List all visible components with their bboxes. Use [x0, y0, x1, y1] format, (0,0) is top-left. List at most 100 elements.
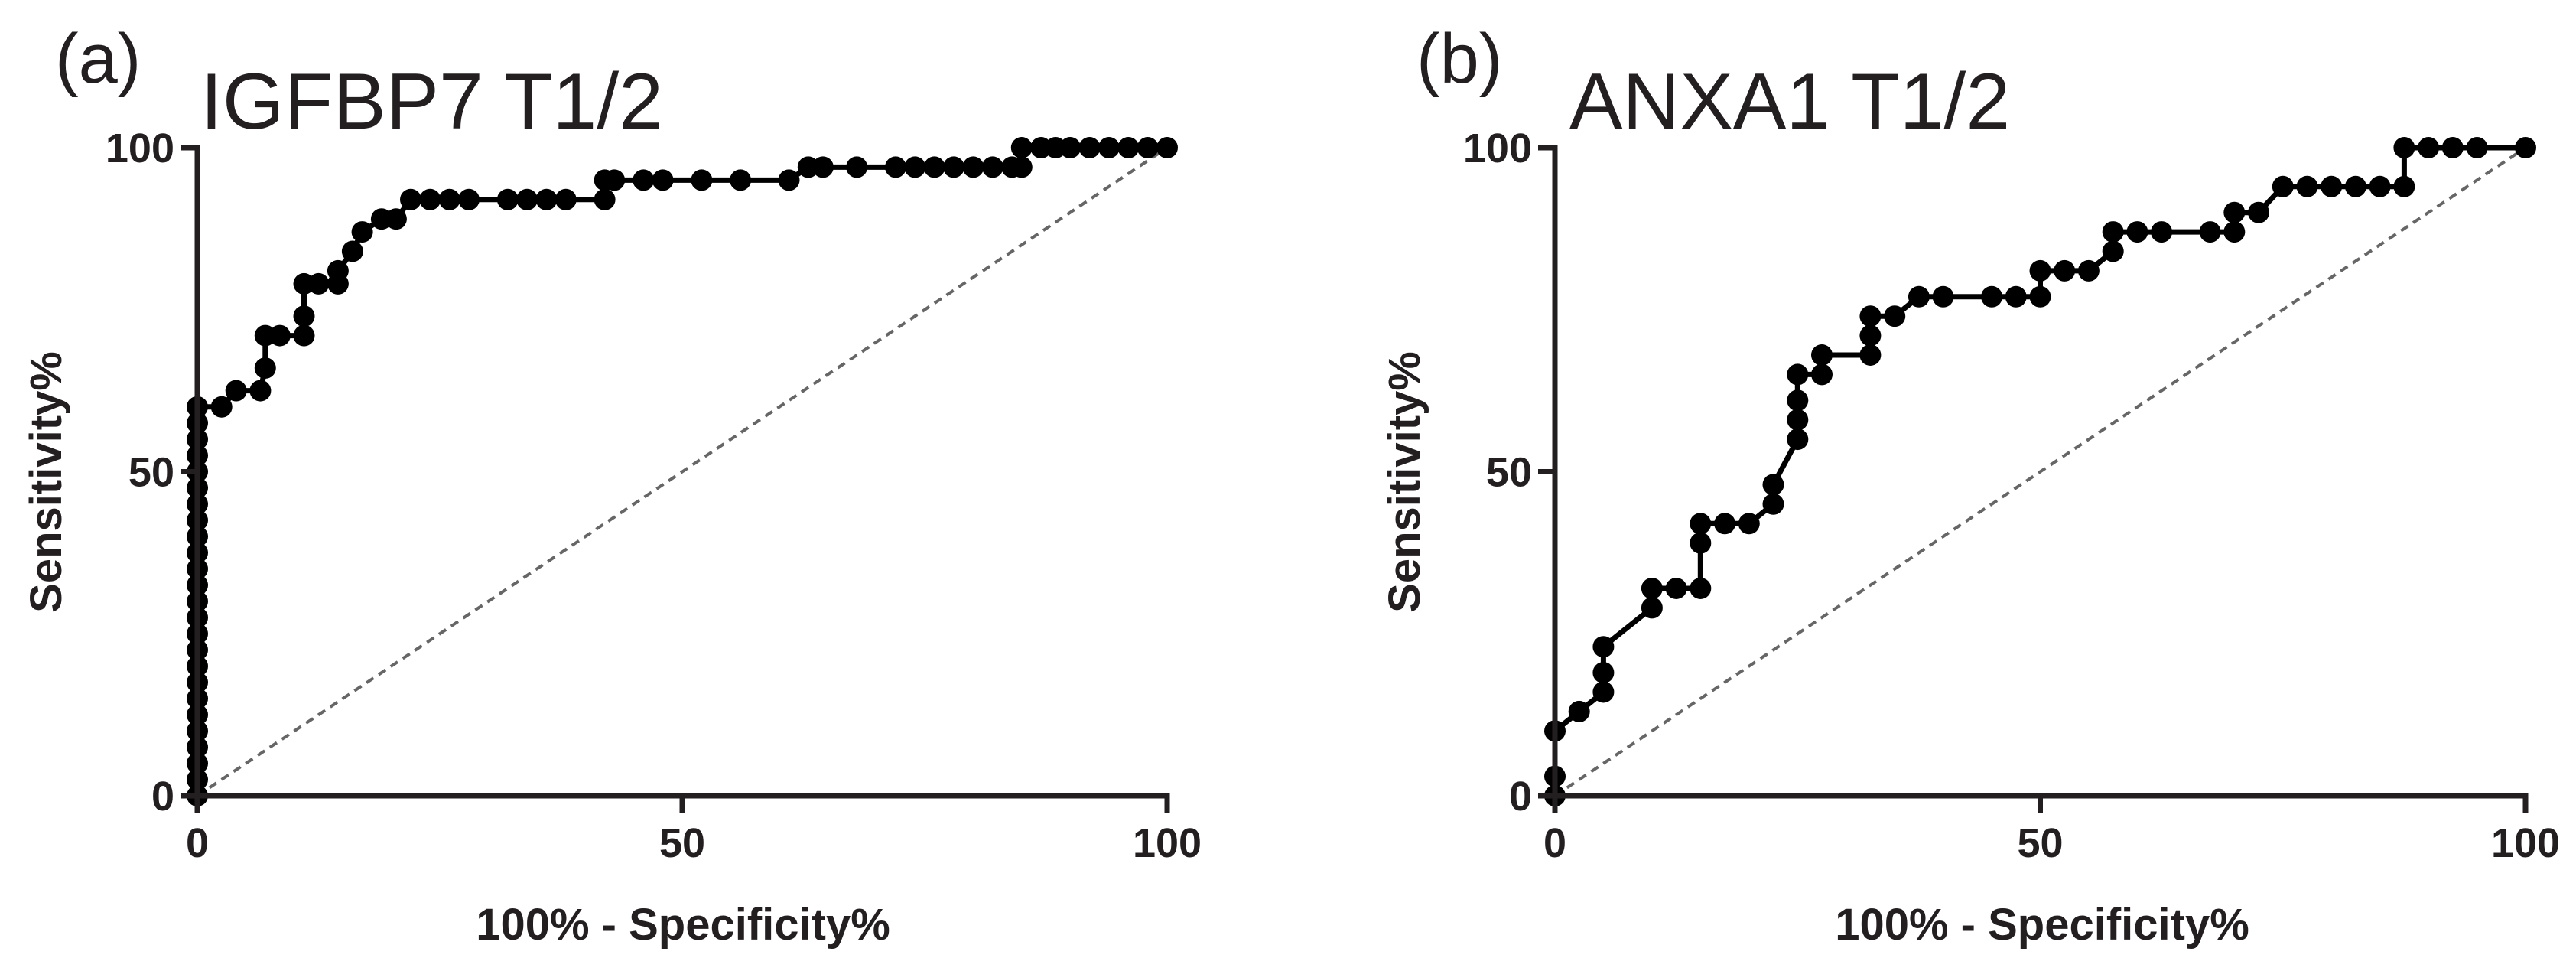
panel-b-point-20: [1787, 363, 1808, 385]
panel-a-y-tick-0: 0: [151, 774, 174, 819]
panel-b-point-49: [2393, 137, 2415, 158]
panel-b-point-4: [1592, 682, 1614, 703]
panel-a-y-tick-50: 50: [128, 450, 174, 496]
panel-b-point-14: [1738, 513, 1760, 534]
panel-a-point-71: [1059, 137, 1081, 158]
panel-b-point-19: [1787, 389, 1808, 411]
panel-a-point-45: [497, 189, 519, 210]
panel-b-point-51: [2442, 137, 2464, 158]
panel-a-point-51: [603, 169, 625, 191]
panel-b-y-tick-100: 100: [1463, 125, 1532, 171]
panel-a-point-34: [308, 273, 330, 295]
panel-a-point-64: [962, 156, 984, 178]
panel-b-point-18: [1787, 409, 1808, 431]
panel-b-y-tick-50: 50: [1486, 450, 1532, 496]
panel-a-point-26: [226, 380, 247, 402]
panel-a-point-41: [400, 189, 421, 210]
panel-b-point-3: [1569, 701, 1590, 722]
panel-b-point-23: [1859, 344, 1881, 366]
panel-a-point-47: [536, 189, 558, 210]
panel-a-point-60: [885, 156, 906, 178]
panel-a-point-32: [294, 305, 315, 327]
panel-a-point-38: [352, 221, 373, 243]
panel-b-point-35: [2103, 241, 2124, 262]
panel-a-point-30: [269, 325, 291, 347]
panel-b-point-44: [2297, 176, 2318, 197]
panel-a-point-31: [294, 325, 315, 347]
panel-b-point-27: [1908, 286, 1930, 308]
panel-a-point-59: [846, 156, 867, 178]
panel-b-title: ANXA1 T1/2: [1569, 57, 2010, 146]
panel-b-x-tick-50: 50: [2017, 820, 2063, 866]
panel-b-point-41: [2223, 202, 2245, 223]
panel-a-point-43: [439, 189, 460, 210]
panel-b-point-7: [1641, 597, 1663, 618]
panel-a-y-axis-label: Sensitivity%: [21, 351, 71, 613]
figure: (a) IGFBP7 T1/2 Sensitivity% 100% - Spec…: [0, 0, 2576, 971]
panel-b-y-axis-label: Sensitivity%: [1380, 351, 1429, 613]
panel-a-point-46: [516, 189, 538, 210]
panel-b-point-28: [1933, 286, 1954, 308]
panel-b-point-9: [1666, 578, 1687, 599]
panel-b-point-50: [2418, 137, 2439, 158]
panel-b-letter: (b): [1416, 20, 1502, 98]
panel-b-x-axis-label: 100% - Specificity%: [1835, 900, 2249, 950]
panel-a-point-74: [1117, 137, 1139, 158]
panel-a-point-58: [812, 156, 834, 178]
panel-b-point-17: [1787, 428, 1808, 450]
panel-a-point-48: [555, 189, 577, 210]
panel-a-point-62: [924, 156, 945, 178]
panel-b-point-52: [2467, 137, 2488, 158]
panel-b-point-21: [1811, 363, 1833, 385]
panel-a-point-40: [385, 208, 407, 230]
panel-b-point-11: [1690, 533, 1711, 554]
panel-b-point-32: [2030, 260, 2051, 282]
panel-b-point-10: [1690, 578, 1711, 599]
panel-a-point-44: [458, 189, 480, 210]
panel-a-point-52: [633, 169, 654, 191]
panel-a-point-72: [1079, 137, 1101, 158]
panel-b-point-48: [2393, 176, 2415, 197]
panel-b-point-47: [2369, 176, 2391, 197]
panel-b-point-8: [1641, 578, 1663, 599]
panel-a-title: IGFBP7 T1/2: [200, 57, 663, 146]
panel-b-x-tick-100: 100: [2491, 820, 2560, 866]
panel-a-point-75: [1137, 137, 1159, 158]
panel-b-point-46: [2345, 176, 2366, 197]
panel-b-point-15: [1763, 494, 1784, 515]
panel-b-x-tick-0: 0: [1543, 820, 1566, 866]
panel-b-point-33: [2054, 260, 2075, 282]
panel-b-point-26: [1884, 305, 1905, 327]
panel-b-point-6: [1592, 636, 1614, 657]
panel-b-point-24: [1859, 325, 1881, 347]
panel-a-point-25: [211, 396, 233, 418]
panel-a-point-54: [691, 169, 712, 191]
panel-b-point-38: [2151, 221, 2172, 243]
panel-a-x-axis-label: 100% - Specificity%: [476, 900, 890, 950]
panel-a-reference-line: [197, 148, 1167, 796]
panel-b-point-12: [1690, 513, 1711, 534]
panel-a-y-tick-100: 100: [106, 125, 174, 171]
panel-b-point-31: [2030, 286, 2051, 308]
panel-a-point-37: [342, 241, 363, 262]
panel-a-point-73: [1098, 137, 1120, 158]
panel-a-point-42: [419, 189, 441, 210]
panel-b-point-53: [2515, 137, 2536, 158]
panel-b-point-5: [1592, 662, 1614, 683]
panel-a-point-27: [249, 380, 271, 402]
panel-b-point-43: [2272, 176, 2294, 197]
panel-b-y-tick-0: 0: [1509, 774, 1532, 819]
panel-b-point-16: [1763, 474, 1784, 495]
panel-b-point-13: [1714, 513, 1735, 534]
panel-a-point-61: [904, 156, 925, 178]
panel-b-point-34: [2078, 260, 2100, 282]
panel-a-point-67: [1011, 156, 1033, 178]
panel-b-point-25: [1859, 305, 1881, 327]
panel-a-point-56: [779, 169, 800, 191]
panel-b-chart: (b) ANXA1 T1/2 Sensitivity% 100% - Speci…: [1380, 20, 2560, 950]
panel-a-point-49: [594, 189, 616, 210]
panel-b-point-30: [2005, 286, 2027, 308]
panel-a-chart: (a) IGFBP7 T1/2 Sensitivity% 100% - Spec…: [21, 20, 1202, 950]
panel-a-point-76: [1156, 137, 1178, 158]
panel-b-reference-line: [1555, 148, 2526, 796]
